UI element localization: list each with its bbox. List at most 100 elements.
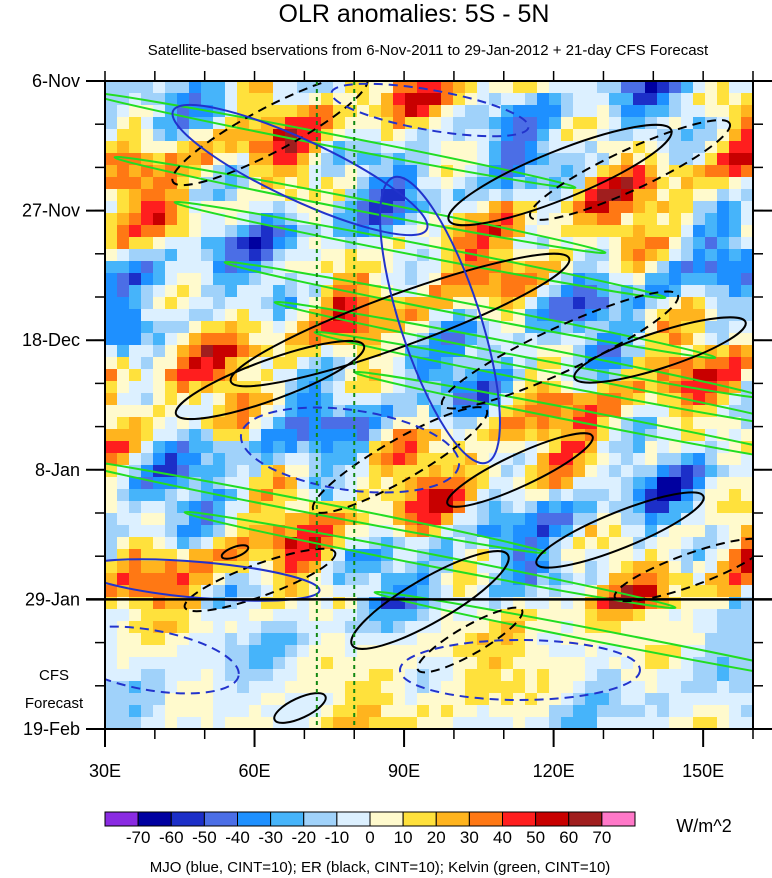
heat-cell: [729, 321, 742, 334]
heat-cell: [129, 141, 142, 154]
heat-cell: [237, 693, 250, 706]
heat-cell: [549, 609, 562, 622]
heat-cell: [285, 513, 298, 526]
heat-cell: [585, 465, 598, 478]
mjo-contour: [105, 558, 321, 602]
heat-cell: [105, 165, 118, 178]
heat-cell: [501, 573, 514, 586]
heat-cell: [669, 105, 682, 118]
heat-cell: [693, 189, 706, 202]
heat-cell: [453, 453, 466, 466]
heat-cell: [141, 369, 154, 382]
heat-cell: [165, 297, 178, 310]
heat-cell: [357, 261, 370, 274]
kelvin-contour: [105, 455, 547, 555]
heat-cell: [465, 645, 478, 658]
heat-cell: [585, 297, 598, 310]
heat-cell: [177, 285, 190, 298]
heat-cell: [477, 93, 490, 106]
heat-cell: [417, 717, 430, 729]
heat-cell: [537, 237, 550, 250]
heat-cell: [729, 345, 742, 358]
heat-cell: [741, 261, 753, 274]
heat-cell: [669, 189, 682, 202]
heat-cell: [177, 717, 190, 729]
heat-cell: [573, 465, 586, 478]
heat-cell: [489, 105, 502, 118]
heat-cell: [429, 573, 442, 586]
heat-cell: [429, 525, 442, 538]
heat-cell: [669, 693, 682, 706]
heat-cell: [201, 297, 214, 310]
heat-cell: [357, 177, 370, 190]
heat-cell: [405, 405, 418, 418]
heat-cell: [561, 453, 574, 466]
heat-cell: [285, 681, 298, 694]
heat-cell: [453, 681, 466, 694]
heat-cell: [693, 681, 706, 694]
heat-cell: [273, 537, 286, 550]
heat-cell: [225, 681, 238, 694]
heat-cell: [597, 273, 610, 286]
heat-cell: [681, 537, 694, 550]
heat-cell: [429, 357, 442, 370]
heat-cell: [237, 81, 250, 94]
heat-cell: [117, 345, 130, 358]
colorbar-tick-label: 40: [493, 828, 512, 847]
heat-cell: [273, 141, 286, 154]
heat-cell: [669, 225, 682, 238]
heat-cell: [453, 465, 466, 478]
heat-cell: [645, 453, 658, 466]
heat-cell: [513, 141, 526, 154]
heat-cell: [705, 417, 718, 430]
heat-cell: [669, 201, 682, 214]
heat-cell: [141, 573, 154, 586]
heat-cell: [597, 261, 610, 274]
heat-cell: [177, 489, 190, 502]
heat-cell: [381, 561, 394, 574]
heat-cell: [501, 633, 514, 646]
heat-cell: [129, 525, 142, 538]
heat-cell: [165, 489, 178, 502]
heat-cell: [165, 669, 178, 682]
heat-cell: [165, 417, 178, 430]
heat-cell: [189, 237, 202, 250]
er-contour: [440, 290, 680, 410]
heat-cell: [249, 621, 262, 634]
heat-cell: [585, 165, 598, 178]
heat-cell: [117, 105, 130, 118]
heat-cell: [117, 561, 130, 574]
heat-cell: [513, 153, 526, 166]
heat-cell: [525, 501, 538, 514]
heat-cell: [333, 153, 346, 166]
heat-cell: [669, 333, 682, 346]
heat-cell: [201, 669, 214, 682]
heat-cell: [705, 273, 718, 286]
heat-cell: [465, 561, 478, 574]
heat-cell: [105, 633, 118, 646]
heat-cell: [429, 633, 442, 646]
heat-cell: [729, 477, 742, 490]
heat-cell: [345, 477, 358, 490]
heat-cell: [573, 297, 586, 310]
heat-cell: [105, 525, 118, 538]
heat-cell: [153, 261, 166, 274]
heat-cell: [297, 417, 310, 430]
heat-cell: [549, 405, 562, 418]
heat-cell: [261, 153, 274, 166]
heat-cell: [273, 381, 286, 394]
heat-cell: [633, 201, 646, 214]
heat-cell: [453, 417, 466, 430]
heat-cell: [273, 153, 286, 166]
heat-cell: [201, 249, 214, 262]
heat-cell: [537, 429, 550, 442]
heat-cell: [393, 369, 406, 382]
heat-cell: [453, 369, 466, 382]
heat-cell: [741, 669, 753, 682]
heat-cell: [213, 621, 226, 634]
heat-cell: [405, 273, 418, 286]
heat-cell: [705, 561, 718, 574]
heat-cell: [105, 477, 118, 490]
heat-cell: [441, 693, 454, 706]
heat-cell: [465, 249, 478, 262]
